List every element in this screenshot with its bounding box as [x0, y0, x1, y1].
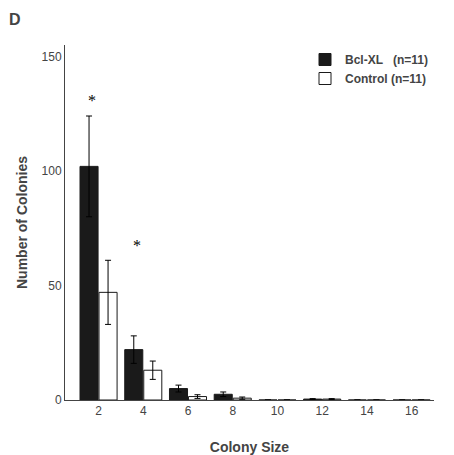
svg-text:Control (n=11): Control (n=11) — [345, 72, 426, 86]
svg-text:*: * — [88, 92, 96, 109]
svg-text:50: 50 — [48, 279, 62, 293]
svg-text:10: 10 — [271, 404, 285, 418]
svg-text:14: 14 — [360, 404, 374, 418]
svg-text:8: 8 — [229, 404, 236, 418]
svg-text:150: 150 — [42, 50, 62, 64]
svg-text:Bcl-XL (n=11): Bcl-XL (n=11) — [345, 53, 428, 67]
svg-text:100: 100 — [42, 164, 62, 178]
svg-text:4: 4 — [140, 404, 147, 418]
svg-text:Colony Size: Colony Size — [210, 439, 290, 455]
svg-text:2: 2 — [95, 404, 102, 418]
svg-text:0: 0 — [55, 393, 62, 407]
svg-text:16: 16 — [405, 404, 419, 418]
svg-text:D: D — [9, 11, 21, 28]
svg-text:Number of Colonies: Number of Colonies — [14, 156, 30, 289]
svg-text:6: 6 — [185, 404, 192, 418]
svg-text:*: * — [133, 237, 141, 254]
svg-text:12: 12 — [316, 404, 330, 418]
